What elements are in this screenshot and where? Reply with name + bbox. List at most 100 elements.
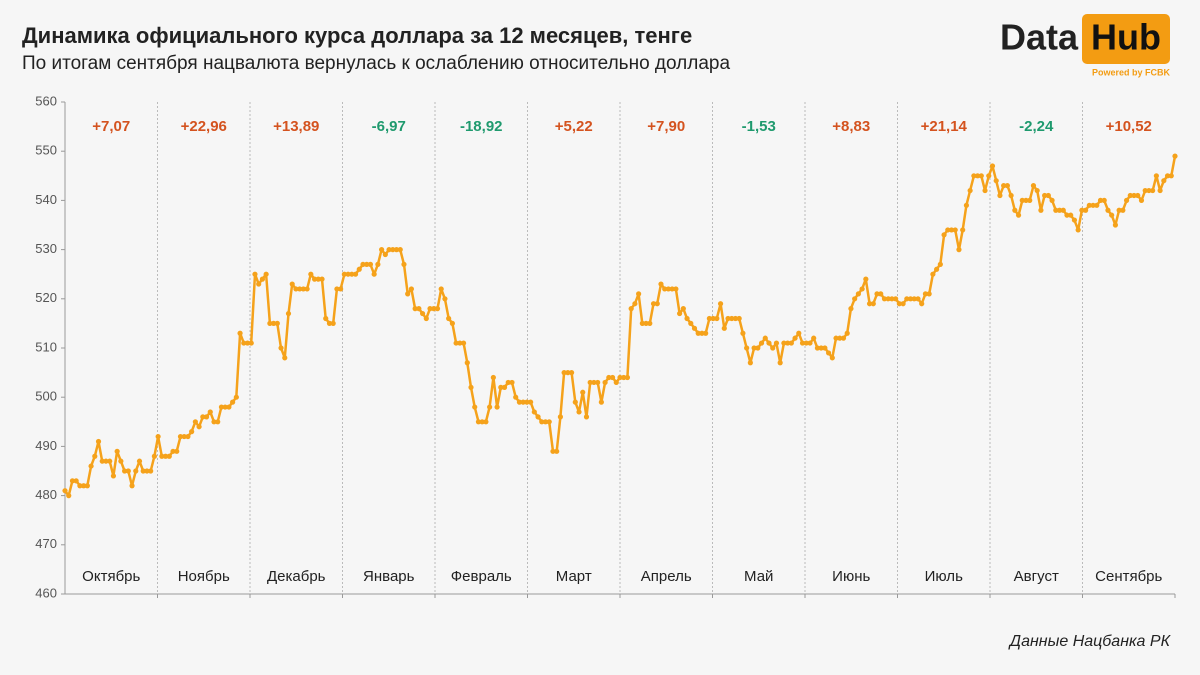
point (654, 301, 660, 307)
point (747, 360, 753, 366)
point (1109, 212, 1115, 218)
point (542, 419, 549, 425)
point (472, 404, 478, 410)
point (203, 414, 210, 420)
point (241, 340, 247, 346)
point (881, 296, 888, 302)
point (434, 306, 441, 312)
point (1094, 202, 1100, 208)
month-change: +7,07 (92, 118, 130, 135)
point (416, 306, 422, 312)
point (1064, 212, 1070, 218)
point (479, 419, 485, 425)
point (662, 286, 668, 292)
point (289, 281, 295, 287)
point (978, 173, 984, 179)
point (270, 320, 277, 326)
point (382, 251, 388, 258)
y-tick-label: 510 (35, 339, 57, 354)
point (1142, 187, 1148, 194)
point (982, 187, 988, 194)
point (606, 374, 612, 381)
point (513, 394, 519, 400)
point (1019, 197, 1025, 203)
point (576, 409, 582, 415)
point (688, 320, 694, 326)
point (974, 173, 981, 179)
point (572, 399, 578, 405)
point (766, 340, 772, 346)
point (636, 291, 642, 297)
month-label: Сентябрь (1095, 568, 1162, 585)
point (487, 404, 493, 410)
logo-box (1082, 14, 1170, 64)
point (244, 340, 251, 346)
point (252, 271, 258, 277)
point (535, 414, 541, 420)
point (300, 286, 306, 292)
point (408, 286, 415, 292)
point (971, 173, 977, 179)
point (904, 296, 910, 302)
point (833, 335, 839, 341)
month-label: Август (1014, 568, 1059, 585)
point (729, 315, 735, 322)
point (1131, 192, 1137, 199)
point (308, 271, 314, 277)
point (1083, 207, 1089, 213)
point (69, 478, 76, 484)
point (725, 315, 731, 322)
point (215, 419, 221, 425)
point (565, 370, 571, 376)
point (177, 433, 184, 440)
point (621, 374, 627, 381)
point (1060, 207, 1066, 213)
point (829, 355, 835, 361)
point (557, 414, 564, 420)
point (438, 286, 444, 292)
point (345, 271, 351, 277)
point (695, 330, 701, 336)
point (483, 419, 489, 425)
y-tick-label: 560 (35, 93, 57, 108)
month-label: Апрель (641, 568, 692, 585)
logo-left: Data (1000, 17, 1079, 58)
point (200, 414, 206, 420)
point (941, 232, 947, 238)
point (1071, 217, 1078, 223)
point (1138, 197, 1145, 203)
point (561, 370, 567, 376)
point (550, 448, 556, 454)
point (352, 271, 359, 277)
chart-title: Динамика официального курса доллара за 1… (22, 23, 692, 48)
point (386, 247, 392, 253)
point (859, 286, 865, 292)
point (319, 276, 325, 282)
point (211, 419, 217, 425)
point (1086, 202, 1092, 208)
point (81, 483, 87, 489)
point (397, 247, 403, 253)
month-label: Ноябрь (178, 568, 230, 585)
point (192, 419, 198, 425)
point (952, 227, 958, 233)
point (1105, 207, 1111, 213)
point (1123, 197, 1130, 203)
point (781, 340, 787, 346)
month-label: Июнь (832, 568, 870, 585)
point (233, 394, 239, 400)
point (133, 468, 139, 474)
point (405, 291, 411, 297)
point (390, 247, 396, 253)
point (360, 261, 366, 267)
point (788, 340, 794, 346)
point (468, 384, 474, 390)
y-tick-label: 550 (35, 143, 57, 158)
point (647, 320, 653, 326)
point (963, 202, 970, 208)
point (855, 291, 861, 297)
point (520, 399, 526, 405)
point (986, 173, 992, 179)
point (628, 306, 634, 312)
